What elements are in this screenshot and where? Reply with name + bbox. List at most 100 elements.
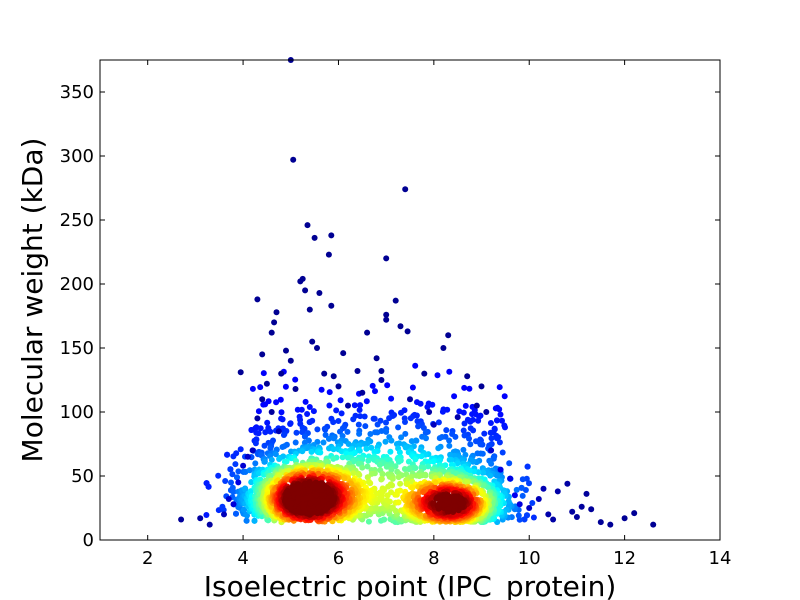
data-point (505, 498, 512, 505)
data-point (417, 400, 424, 407)
data-point (325, 435, 332, 442)
data-point (422, 429, 429, 436)
data-point (227, 466, 234, 473)
data-point (280, 432, 287, 438)
data-point (446, 442, 453, 449)
data-point (378, 476, 385, 483)
data-point (440, 345, 447, 351)
data-point (330, 455, 337, 462)
data-point (378, 368, 385, 374)
data-point (328, 302, 335, 309)
data-point (363, 398, 370, 405)
data-point (490, 455, 497, 462)
data-point (222, 478, 229, 484)
data-point (356, 430, 363, 437)
data-point (232, 461, 239, 468)
data-point (467, 441, 474, 448)
data-point (477, 441, 484, 448)
data-point (282, 383, 289, 390)
data-point (386, 498, 393, 505)
data-point (215, 472, 222, 479)
data-point (302, 495, 309, 502)
data-point (356, 447, 363, 454)
data-point (321, 370, 328, 377)
data-point (330, 446, 337, 453)
data-point (451, 494, 458, 500)
data-point (259, 351, 266, 358)
data-point (298, 406, 305, 413)
data-point (519, 476, 526, 483)
data-point (318, 386, 325, 393)
data-point (383, 316, 390, 323)
y-tick-label: 200 (60, 274, 94, 295)
data-point (316, 290, 323, 296)
data-point (478, 383, 485, 390)
y-axis-title: Molecular weight (kDa) (16, 138, 49, 463)
data-point (241, 506, 247, 513)
data-point (395, 474, 402, 481)
data-point (494, 417, 500, 424)
data-point (496, 384, 503, 391)
data-point (259, 396, 266, 403)
data-point (397, 480, 404, 487)
data-point (446, 456, 453, 463)
data-point (436, 435, 443, 442)
data-point (530, 514, 537, 521)
data-point (473, 402, 480, 409)
data-point (261, 458, 268, 465)
data-point (413, 437, 420, 444)
data-point (290, 485, 297, 492)
data-point (326, 445, 332, 452)
data-point (545, 511, 552, 518)
data-point (268, 329, 275, 336)
data-point (306, 306, 313, 313)
data-point (308, 448, 315, 455)
data-point (287, 505, 294, 512)
data-point (251, 517, 258, 524)
data-point (228, 479, 234, 486)
data-point (314, 426, 321, 433)
data-point (206, 521, 213, 528)
data-point (287, 421, 294, 427)
data-point (420, 489, 427, 496)
data-point (452, 503, 459, 509)
data-point (261, 442, 268, 449)
data-point (344, 428, 351, 435)
data-point (493, 435, 500, 442)
data-point (292, 386, 299, 392)
data-point (295, 494, 301, 501)
data-point (276, 456, 283, 462)
data-point (460, 409, 467, 416)
data-point (309, 338, 316, 345)
data-point (313, 479, 320, 486)
data-point (307, 494, 314, 501)
data-point (235, 468, 242, 475)
data-point (395, 424, 402, 431)
plot-frame (99, 59, 721, 541)
data-point (319, 491, 326, 498)
data-point (462, 402, 469, 409)
data-point (290, 156, 297, 163)
data-point (443, 427, 450, 434)
x-tick-label: 12 (613, 548, 636, 569)
data-point (535, 496, 542, 502)
y-axis: 0 50 100 150 200 250 300 350 (60, 82, 720, 551)
data-point (333, 407, 340, 414)
data-point (361, 413, 368, 420)
data-point (378, 377, 385, 383)
data-point (237, 446, 244, 453)
data-point (319, 486, 325, 493)
data-point (306, 419, 313, 426)
data-point (631, 510, 638, 517)
data-point (506, 460, 513, 467)
data-point (412, 456, 419, 463)
data-point (264, 419, 271, 426)
data-point (248, 479, 255, 486)
y-tick-label: 150 (60, 338, 94, 359)
data-point (225, 496, 232, 502)
data-point (397, 487, 404, 494)
data-point (480, 469, 487, 476)
data-point (267, 445, 274, 452)
data-point (335, 383, 342, 390)
